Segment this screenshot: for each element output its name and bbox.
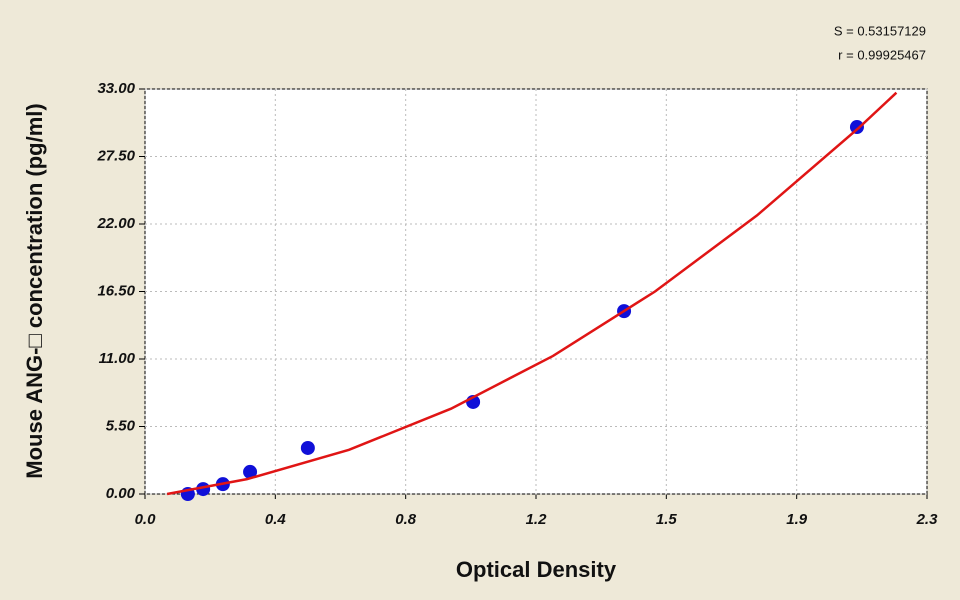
data-point <box>300 440 315 455</box>
y-tick-label: 27.50 <box>96 147 135 164</box>
x-tick-label: 2.3 <box>916 511 939 528</box>
annotation: S = 0.53157129 <box>834 23 926 38</box>
x-tick-label: 1.9 <box>786 511 808 528</box>
x-tick-label: 1.5 <box>656 511 678 528</box>
y-tick-label: 11.00 <box>99 350 136 367</box>
y-tick-label: 33.00 <box>97 80 135 97</box>
data-point <box>243 464 258 479</box>
annotation: r = 0.99925467 <box>838 47 926 62</box>
y-tick-label: 0.00 <box>106 485 136 502</box>
y-axis-label: Mouse ANG-□ concentration (pg/ml) <box>22 103 47 478</box>
x-tick-label: 0.0 <box>135 511 157 528</box>
x-tick-label: 0.4 <box>265 511 287 528</box>
x-axis-label: Optical Density <box>456 557 617 582</box>
y-tick-label: 5.50 <box>106 417 136 434</box>
x-tick-label: 0.8 <box>395 511 417 528</box>
data-point <box>849 120 864 135</box>
x-tick-label: 1.2 <box>526 511 548 528</box>
y-tick-label: 22.00 <box>96 215 135 232</box>
y-tick-label: 16.50 <box>97 282 135 299</box>
fit-curve <box>166 91 898 496</box>
